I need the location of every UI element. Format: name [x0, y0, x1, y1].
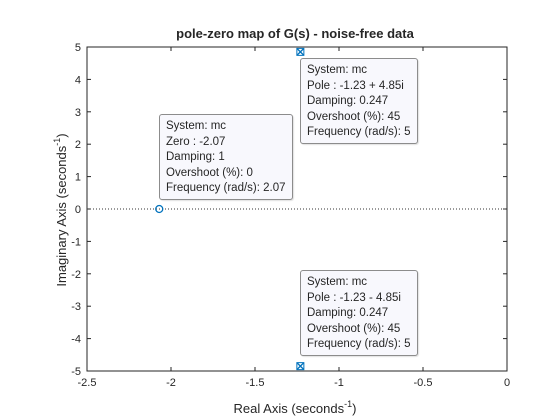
y-tick-label: -4 — [71, 334, 81, 346]
pole-selection-box — [296, 47, 305, 56]
datatip-damping: Damping: 1 — [166, 151, 225, 163]
y-tick-label: -1 — [71, 236, 81, 248]
pole-marker-stroke — [296, 362, 304, 370]
zero-marker — [155, 204, 164, 214]
chart-title: pole-zero map of G(s) - noise-free data — [176, 26, 414, 41]
pole-marker — [296, 362, 305, 371]
x-axis-label: Real Axis (seconds-1) — [234, 399, 357, 416]
x-tick-label: -0.5 — [414, 377, 433, 389]
datatip-location: Zero : -2.07 — [166, 135, 226, 148]
x-tick-label: 0 — [504, 377, 510, 389]
x-tick-label: -2.5 — [78, 377, 97, 389]
datatip-location: Pole : -1.23 - 4.85i — [307, 291, 401, 304]
datatip-overshoot: Overshoot (%): 0 — [166, 166, 253, 179]
datatip-frequency: Frequency (rad/s): 2.07 — [166, 182, 286, 194]
datatip-system: System: mc — [166, 120, 227, 132]
y-tick-label: 3 — [75, 107, 81, 119]
datatip-overshoot: Overshoot (%): 45 — [307, 110, 401, 123]
y-tick-label: -5 — [71, 366, 81, 378]
datatip-overshoot: Overshoot (%): 45 — [307, 322, 401, 335]
x-tick-label: -1.5 — [246, 377, 265, 389]
y-tick-label: 1 — [75, 172, 81, 184]
zero-datatip[interactable]: System: mc Zero : -2.07 Damping: 1 Overs… — [159, 114, 293, 200]
y-axis-label: Imaginary Axis (seconds-1) — [52, 133, 69, 286]
datatip-damping: Damping: 0.247 — [307, 307, 389, 319]
pole-selection-box — [296, 362, 305, 371]
y-tick-label: 5 — [75, 42, 81, 54]
y-tick-label: -3 — [71, 301, 81, 313]
y-tick-label: 2 — [75, 139, 81, 151]
pole-marker-stroke — [296, 48, 304, 56]
datatip-damping: Damping: 0.247 — [307, 95, 389, 107]
pole-lower-datatip[interactable]: System: mc Pole : -1.23 - 4.85i Damping:… — [300, 270, 418, 356]
y-tick-label: 0 — [75, 204, 81, 216]
y-tick-label: -2 — [71, 269, 81, 281]
pole-upper-datatip[interactable]: System: mc Pole : -1.23 + 4.85i Damping:… — [300, 58, 418, 144]
axis-ticks: -2.5 -2 -1.5 -1 -0.5 0 -5 -4 -3 -2 -1 0 1 2 3 4 5 — [71, 42, 510, 389]
x-tick-label: -2 — [166, 377, 176, 389]
y-tick-label: 4 — [75, 74, 81, 86]
datatip-frequency: Frequency (rad/s): 5 — [307, 338, 411, 350]
chart-marks — [87, 47, 507, 371]
datatip-frequency: Frequency (rad/s): 5 — [307, 126, 411, 138]
datatip-system: System: mc — [307, 64, 368, 76]
x-tick-label: -1 — [334, 377, 344, 389]
datatip-system: System: mc — [307, 276, 368, 288]
pole-marker — [296, 47, 305, 56]
datatip-location: Pole : -1.23 + 4.85i — [307, 79, 404, 92]
